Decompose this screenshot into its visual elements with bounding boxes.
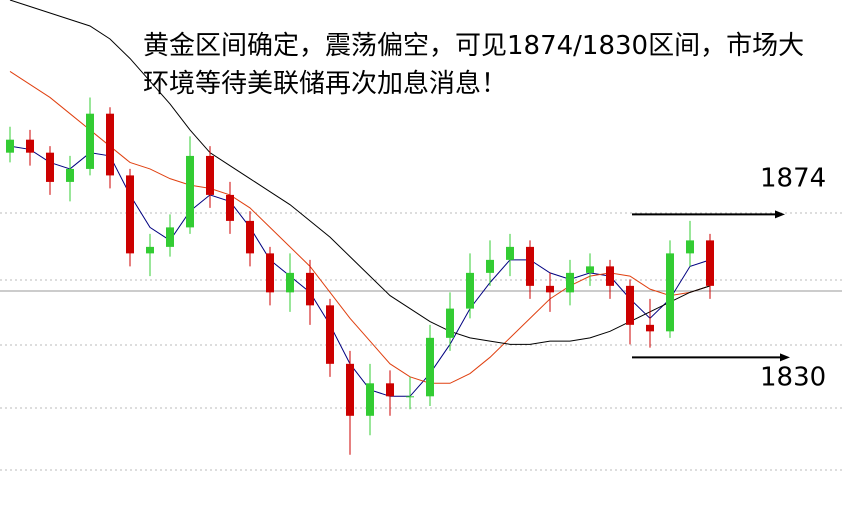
candle-body	[426, 337, 434, 397]
candle-body	[266, 253, 274, 293]
moving-average	[9, 71, 711, 384]
candle-body	[106, 113, 114, 176]
arrow-head	[775, 210, 785, 219]
candle-body	[306, 272, 314, 306]
candle-body	[346, 363, 354, 416]
candle-body	[686, 240, 694, 254]
candle-body	[226, 194, 234, 221]
grid	[0, 212, 842, 471]
candle-body	[326, 305, 334, 364]
candle-body	[206, 155, 214, 195]
candle-body	[446, 308, 454, 338]
candle-body	[606, 266, 614, 286]
candle-body	[66, 168, 74, 182]
candle-body	[6, 139, 14, 153]
candle-body	[486, 259, 494, 273]
candle-body	[186, 155, 194, 228]
candle-body	[666, 253, 674, 332]
candle-body	[26, 139, 34, 153]
level-label: 1830	[760, 362, 826, 392]
candle-body	[646, 324, 654, 332]
candle-body	[466, 272, 474, 309]
candle-body	[386, 383, 394, 397]
candle-body	[146, 246, 154, 254]
candle-body	[366, 383, 374, 416]
candle-body	[526, 246, 534, 286]
candle-body	[166, 227, 174, 247]
level-label: 1874	[760, 163, 826, 193]
plot	[6, 0, 714, 455]
title-line: 黄金区间确定，震荡偏空，可见1874/1830区间，市场大	[143, 31, 804, 61]
candle-body	[126, 175, 134, 254]
candle-body	[566, 272, 574, 293]
candle-body	[546, 285, 554, 293]
candle-body	[506, 246, 514, 260]
candle-body	[286, 272, 294, 293]
candle-body	[406, 396, 414, 398]
candle-body	[46, 152, 54, 182]
candle-body	[86, 113, 94, 169]
title-line: 环境等待美联储再次加息消息！	[143, 69, 507, 99]
candle-body	[626, 285, 634, 325]
moving-average	[9, 145, 711, 397]
candle-body	[586, 266, 594, 273]
candle-body	[246, 220, 254, 254]
arrow-head	[780, 353, 790, 362]
moving-average	[9, 0, 711, 345]
candle-body	[706, 240, 714, 286]
